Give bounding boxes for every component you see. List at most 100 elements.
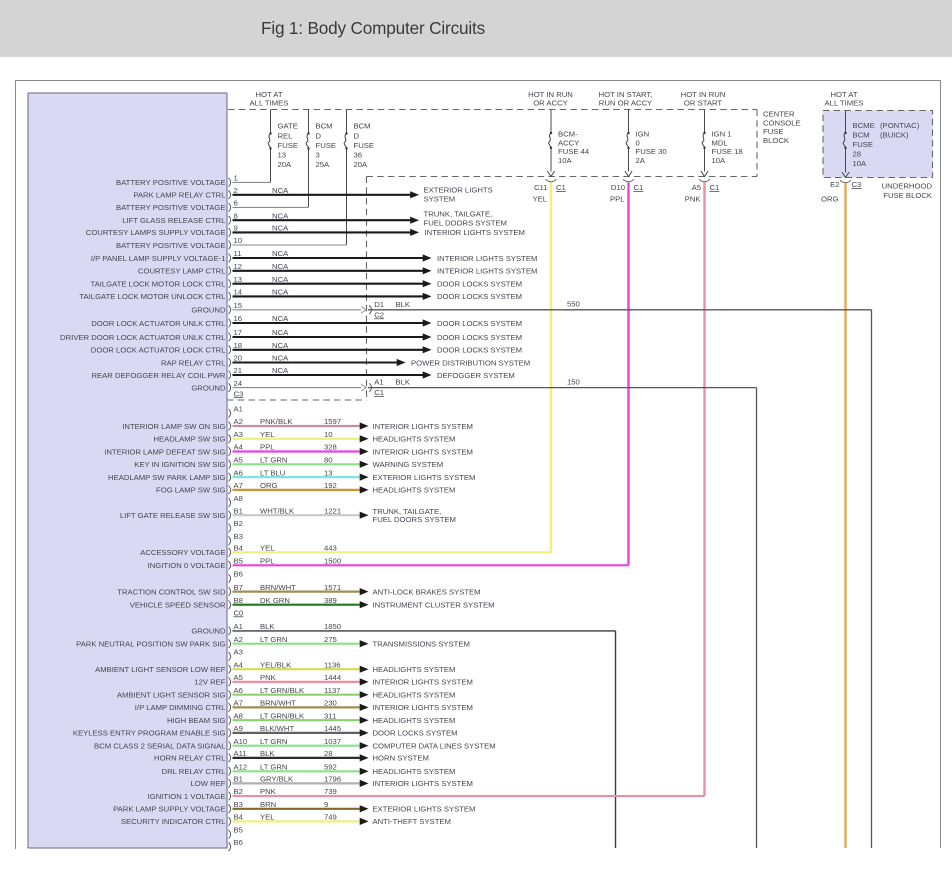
svg-text:B3: B3	[234, 800, 243, 809]
svg-text:17: 17	[234, 328, 243, 337]
svg-text:FUSE 18: FUSE 18	[712, 147, 743, 156]
svg-text:AMBIENT LIGHT SENSOR LOW REF: AMBIENT LIGHT SENSOR LOW REF	[95, 665, 226, 674]
svg-text:NCA: NCA	[272, 211, 289, 220]
svg-text:PARK LAMP RELAY CTRL: PARK LAMP RELAY CTRL	[133, 191, 226, 200]
svg-text:BCM: BCM	[316, 122, 333, 131]
svg-text:749: 749	[324, 813, 337, 822]
svg-text:PNK: PNK	[260, 787, 277, 796]
svg-text:B6: B6	[234, 570, 243, 579]
svg-text:389: 389	[324, 596, 337, 605]
svg-text:1137: 1137	[324, 686, 341, 695]
svg-text:LIFT GLASS RELEASE CTRL: LIFT GLASS RELEASE CTRL	[122, 216, 226, 225]
svg-text:13: 13	[324, 468, 333, 477]
svg-text:A1: A1	[234, 404, 243, 413]
svg-text:YEL/BLK: YEL/BLK	[260, 660, 292, 669]
svg-text:DRL RELAY CTRL: DRL RELAY CTRL	[162, 767, 227, 776]
svg-text:DOOR LOCKS SYSTEM: DOOR LOCKS SYSTEM	[437, 280, 522, 289]
svg-text:LT BLU: LT BLU	[260, 468, 285, 477]
svg-text:BCME: BCME	[853, 121, 875, 130]
svg-text:311: 311	[324, 711, 336, 720]
svg-text:C3: C3	[234, 389, 244, 398]
svg-text:1597: 1597	[324, 417, 341, 426]
svg-text:HORN SYSTEM: HORN SYSTEM	[373, 754, 429, 763]
svg-text:BCM-: BCM-	[558, 130, 578, 139]
svg-text:PARK NEUTRAL POSITION SW PARK: PARK NEUTRAL POSITION SW PARK SIG	[76, 640, 225, 649]
svg-text:C11: C11	[534, 183, 548, 192]
svg-text:20: 20	[234, 354, 243, 363]
svg-text:HEADLIGHTS SYSTEM: HEADLIGHTS SYSTEM	[373, 665, 456, 674]
svg-text:DOOR LOCKS SYSTEM: DOOR LOCKS SYSTEM	[437, 333, 522, 342]
svg-text:14: 14	[234, 288, 243, 297]
svg-text:FUSE: FUSE	[278, 141, 299, 150]
svg-text:HEADLAMP SW PARK LAMP SIG: HEADLAMP SW PARK LAMP SIG	[108, 473, 226, 482]
svg-text:LT GRN: LT GRN	[260, 456, 287, 465]
svg-text:GROUND: GROUND	[191, 627, 226, 636]
svg-text:IGN 1: IGN 1	[712, 130, 732, 139]
svg-text:13: 13	[234, 275, 243, 284]
svg-text:BLK: BLK	[260, 622, 275, 631]
svg-text:MDL: MDL	[712, 138, 729, 147]
svg-text:NCA: NCA	[272, 341, 289, 350]
svg-text:11: 11	[234, 249, 242, 258]
svg-text:9: 9	[234, 224, 238, 233]
svg-text:A1: A1	[374, 378, 383, 387]
svg-text:REAR DEFOGGER RELAY COIL PWR: REAR DEFOGGER RELAY COIL PWR	[92, 371, 226, 380]
svg-text:YEL: YEL	[260, 813, 275, 822]
svg-text:1444: 1444	[324, 673, 342, 682]
svg-text:20A: 20A	[278, 160, 293, 169]
svg-text:C0: C0	[234, 608, 244, 617]
svg-text:LT GRN: LT GRN	[260, 763, 287, 772]
svg-text:230: 230	[324, 699, 337, 708]
svg-text:10A: 10A	[712, 156, 727, 165]
svg-text:FUSE 30: FUSE 30	[636, 147, 667, 156]
svg-text:ANTI-LOCK BRAKES SYSTEM: ANTI-LOCK BRAKES SYSTEM	[373, 587, 481, 596]
svg-text:NCA: NCA	[272, 288, 289, 297]
svg-text:B4: B4	[234, 544, 244, 553]
svg-text:NCA: NCA	[272, 224, 289, 233]
svg-text:HEADLIGHTS SYSTEM: HEADLIGHTS SYSTEM	[373, 716, 456, 725]
svg-text:B1: B1	[234, 775, 243, 784]
svg-text:1136: 1136	[324, 660, 341, 669]
svg-text:FUSE: FUSE	[354, 141, 375, 150]
svg-text:BLK: BLK	[396, 300, 411, 309]
svg-text:A10: A10	[234, 737, 248, 746]
svg-text:28: 28	[853, 149, 862, 158]
svg-text:A4: A4	[234, 660, 244, 669]
svg-text:HOT IN START,: HOT IN START,	[599, 90, 653, 99]
svg-text:443: 443	[324, 544, 337, 553]
svg-text:B5: B5	[234, 557, 243, 566]
svg-text:ALL TIMES: ALL TIMES	[825, 99, 864, 108]
svg-text:BCM: BCM	[853, 130, 870, 139]
svg-text:BATTERY POSITIVE VOLTAGE: BATTERY POSITIVE VOLTAGE	[116, 241, 226, 250]
svg-text:10A: 10A	[853, 159, 868, 168]
svg-text:36: 36	[354, 150, 363, 159]
svg-text:HOT AT: HOT AT	[830, 90, 857, 99]
svg-text:KEYLESS ENTRY PROGRAM ENABLE S: KEYLESS ENTRY PROGRAM ENABLE SIG	[73, 729, 226, 738]
svg-text:NCA: NCA	[272, 354, 289, 363]
svg-text:9: 9	[324, 800, 328, 809]
svg-text:FOG LAMP SW SIG: FOG LAMP SW SIG	[156, 486, 226, 495]
svg-text:275: 275	[324, 635, 337, 644]
svg-text:YEL: YEL	[260, 544, 275, 553]
svg-text:HEADLIGHTS SYSTEM: HEADLIGHTS SYSTEM	[373, 691, 456, 700]
svg-text:LT GRN: LT GRN	[260, 737, 287, 746]
svg-text:3: 3	[316, 150, 320, 159]
svg-text:150: 150	[567, 377, 580, 386]
svg-text:Fig 1: Body Computer Circuits: Fig 1: Body Computer Circuits	[261, 18, 485, 38]
svg-text:FUEL DOORS SYSTEM: FUEL DOORS SYSTEM	[424, 218, 507, 227]
svg-text:A5: A5	[234, 673, 243, 682]
svg-text:RUN OR ACCY: RUN OR ACCY	[599, 99, 652, 108]
svg-text:BATTERY POSITIVE VOLTAGE: BATTERY POSITIVE VOLTAGE	[116, 178, 226, 187]
svg-text:(BUICK): (BUICK)	[880, 130, 909, 139]
svg-text:10A: 10A	[558, 156, 573, 165]
svg-text:TRUNK, TAILGATE,: TRUNK, TAILGATE,	[373, 507, 442, 516]
svg-text:LOW REF: LOW REF	[190, 779, 225, 788]
svg-text:NCA: NCA	[272, 275, 289, 284]
svg-text:328: 328	[324, 443, 337, 452]
svg-text:CENTER: CENTER	[763, 110, 795, 119]
svg-text:C1: C1	[374, 388, 384, 397]
svg-text:12V REF: 12V REF	[194, 678, 225, 687]
svg-text:HEADLAMP SW SIG: HEADLAMP SW SIG	[153, 435, 225, 444]
svg-text:ACCESSORY VOLTAGE: ACCESSORY VOLTAGE	[140, 548, 225, 557]
svg-text:TAILGATE LOCK MOTOR UNLOCK CTR: TAILGATE LOCK MOTOR UNLOCK CTRL	[79, 292, 226, 301]
